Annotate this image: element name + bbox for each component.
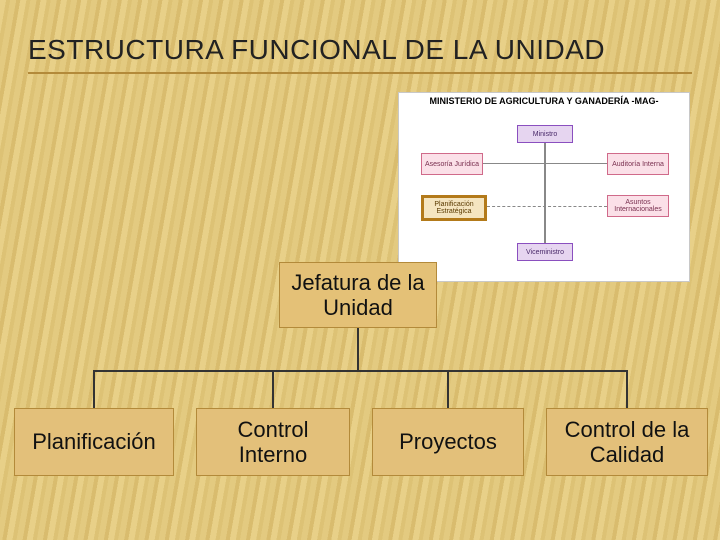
inset-conn-4 — [487, 206, 607, 207]
org-line-hbar — [93, 370, 628, 372]
inset-title: MINISTERIO DE AGRICULTURA Y GANADERÍA -M… — [399, 97, 689, 107]
page-title: ESTRUCTURA FUNCIONAL DE LA UNIDAD — [28, 34, 605, 66]
inset-node-asuntos: Asuntos Internacionales — [607, 195, 669, 217]
org-child-1: Control Interno — [196, 408, 350, 476]
org-line-d3 — [626, 370, 628, 408]
org-child-0: Planificación — [14, 408, 174, 476]
inset-node-ministro: Ministro — [517, 125, 573, 143]
org-root: Jefatura de la Unidad — [279, 262, 437, 328]
org-child-2: Proyectos — [372, 408, 524, 476]
inset-conn-1 — [544, 143, 546, 243]
inset-conn-3 — [545, 163, 607, 164]
org-line-d1 — [272, 370, 274, 408]
org-line-vstem — [357, 328, 359, 370]
inset-chart: MINISTERIO DE AGRICULTURA Y GANADERÍA -M… — [398, 92, 690, 282]
org-line-d2 — [447, 370, 449, 408]
inset-node-planif: Planificación Estratégica — [421, 195, 487, 221]
org-child-3: Control de la Calidad — [546, 408, 708, 476]
inset-node-auditoria: Auditoría Interna — [607, 153, 669, 175]
org-line-d0 — [93, 370, 95, 408]
inset-node-vicem: Viceministro — [517, 243, 573, 261]
inset-conn-2 — [483, 163, 545, 164]
title-underline — [28, 72, 692, 74]
inset-node-asesoria: Asesoría Jurídica — [421, 153, 483, 175]
